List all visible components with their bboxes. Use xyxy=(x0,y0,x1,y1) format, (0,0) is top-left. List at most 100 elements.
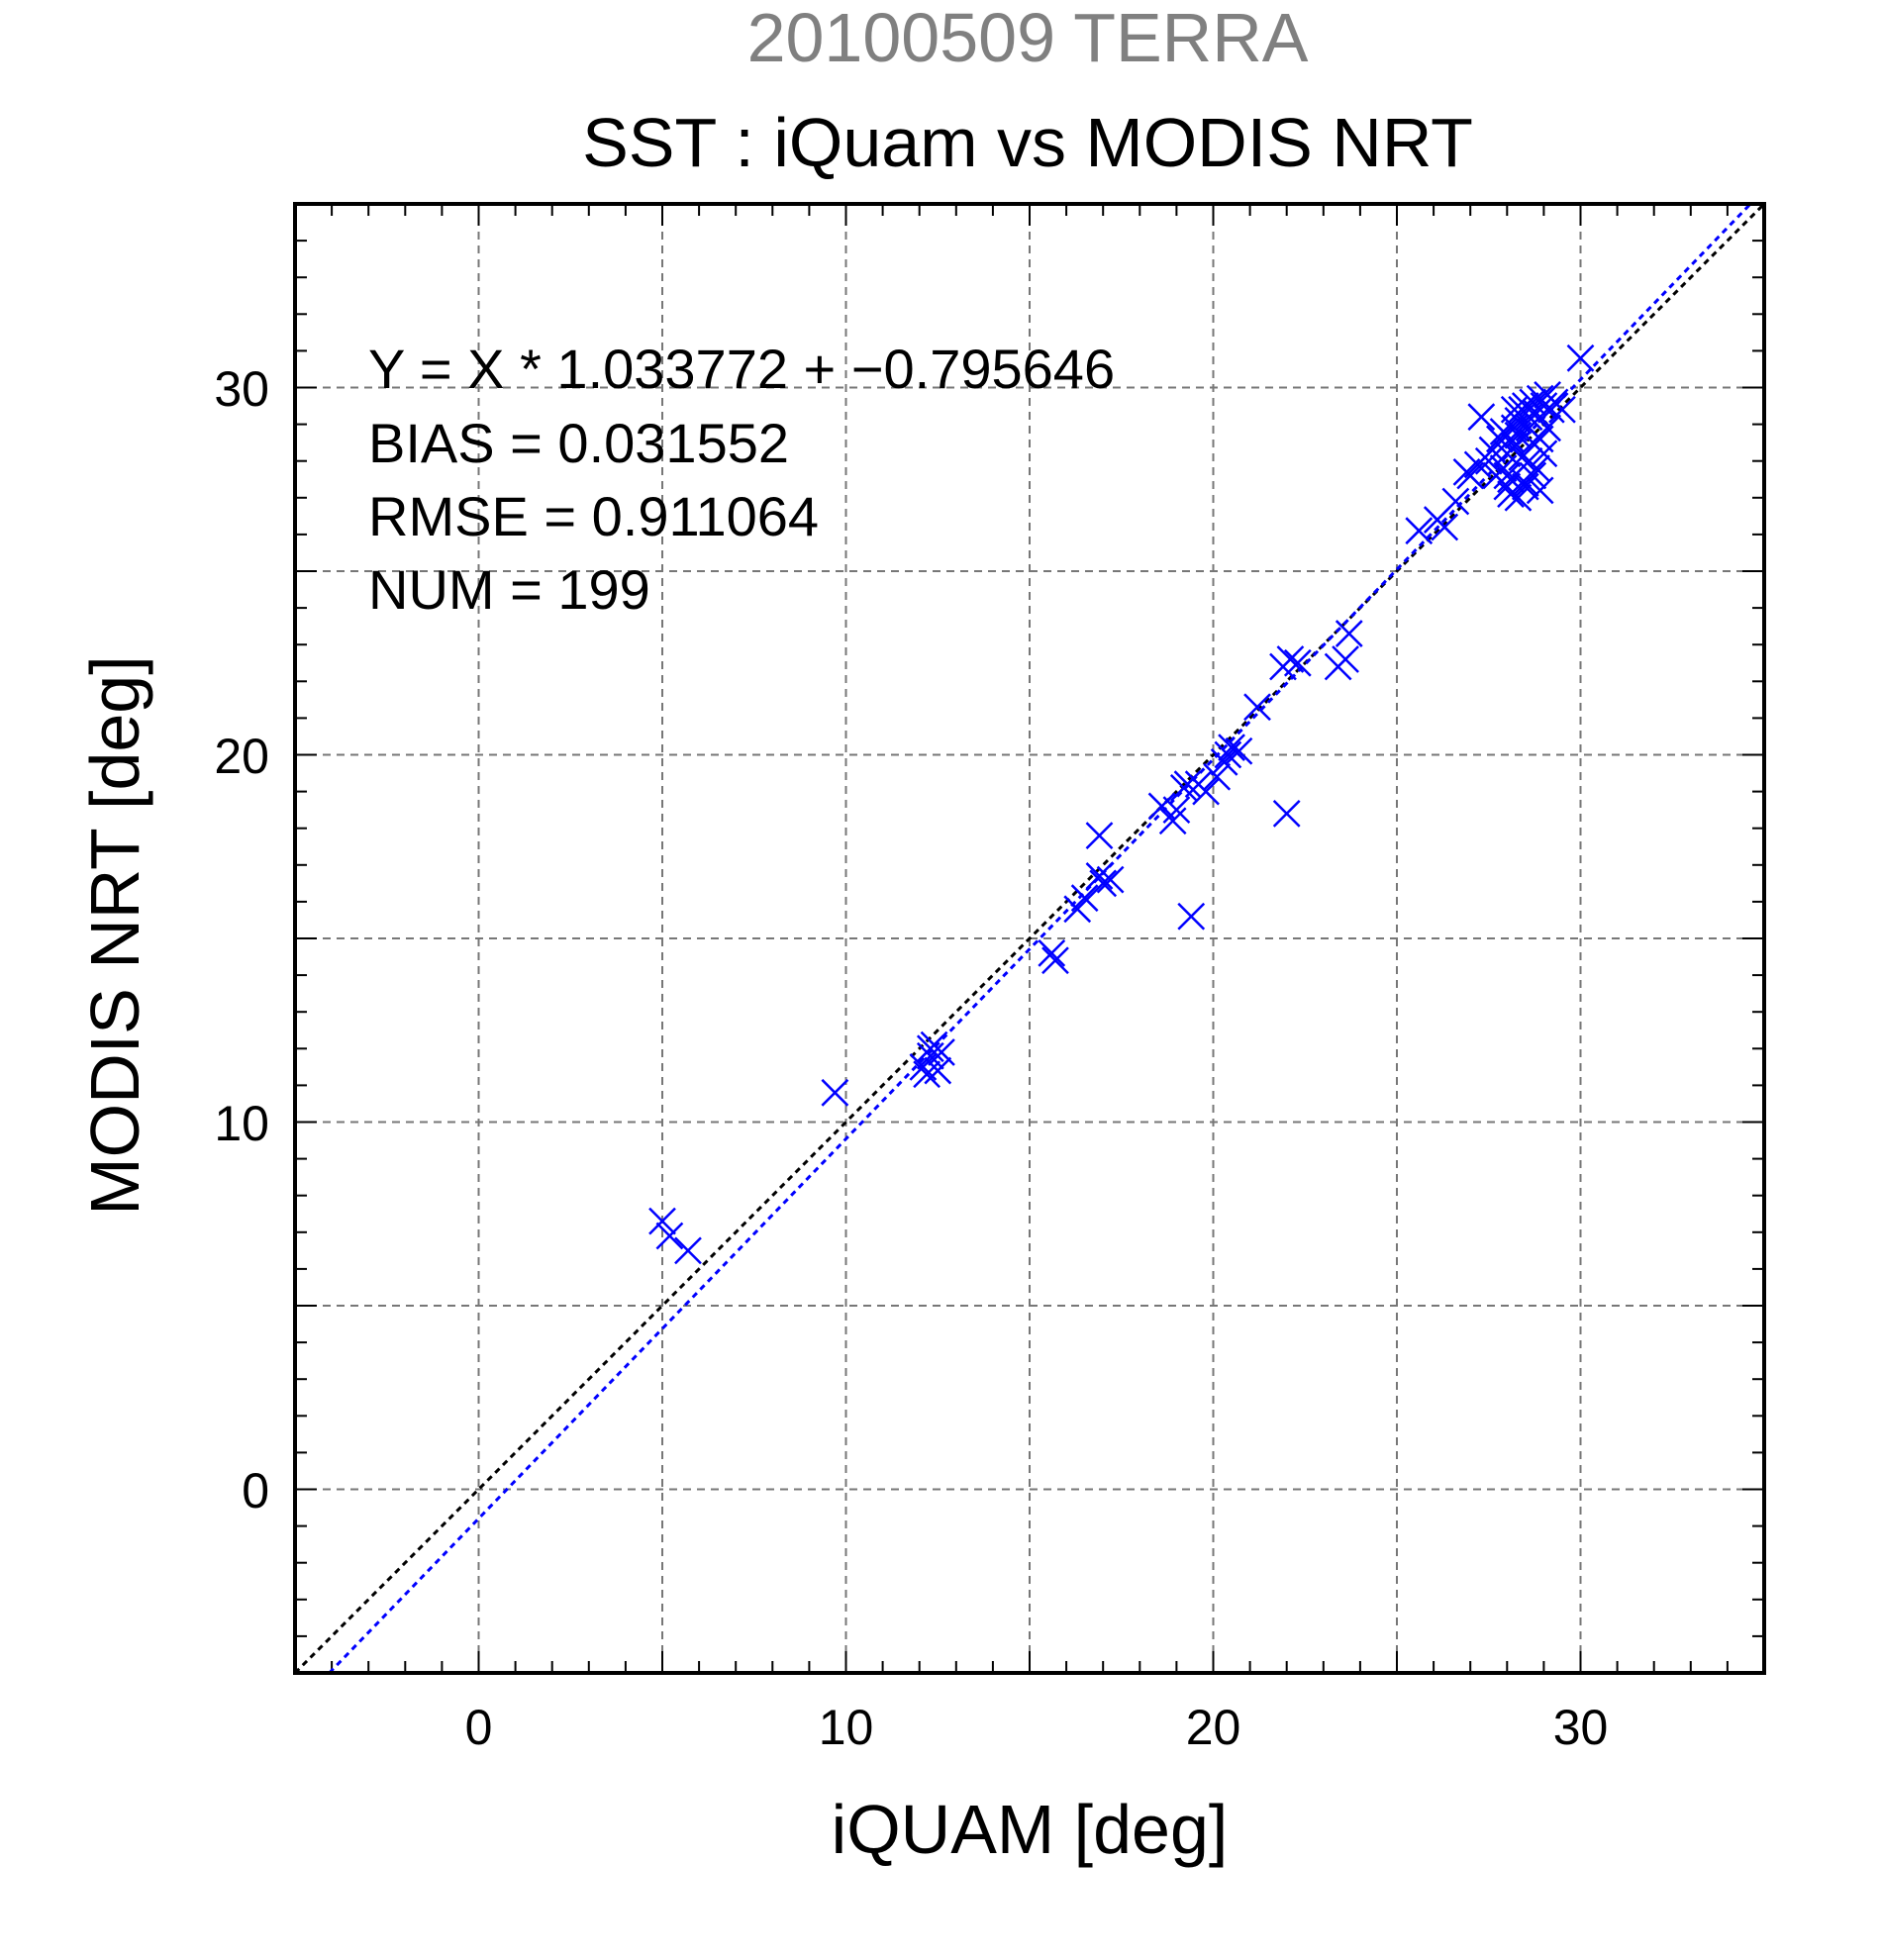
data-point-stroke xyxy=(1526,476,1554,505)
data-point xyxy=(1158,807,1187,835)
data-point-stroke xyxy=(1173,770,1202,799)
data-point xyxy=(1467,403,1496,432)
data-point xyxy=(1218,734,1245,761)
y-axis-title: MODIS NRT [deg] xyxy=(76,655,153,1215)
data-point xyxy=(928,1038,955,1066)
y-tick-label: 20 xyxy=(214,729,269,784)
data-point-stroke xyxy=(1431,513,1459,541)
data-point xyxy=(1038,938,1066,967)
data-point-stroke xyxy=(1405,517,1434,545)
data-point xyxy=(1192,777,1220,806)
data-point xyxy=(1243,693,1271,722)
data-point xyxy=(1566,343,1595,372)
data-point-stroke xyxy=(1441,487,1470,516)
data-point-stroke xyxy=(1519,388,1547,417)
data-point-stroke xyxy=(913,1060,941,1089)
data-point-stroke xyxy=(1177,902,1206,931)
identity-line xyxy=(293,202,1766,1675)
data-point-stroke xyxy=(674,1236,702,1265)
stat-equation: Y = X * 1.033772 + −0.795646 xyxy=(368,338,1115,400)
data-point xyxy=(1162,796,1191,825)
data-point xyxy=(1500,395,1529,424)
data-point xyxy=(1214,740,1242,769)
data-point-stroke xyxy=(1085,862,1114,890)
data-point xyxy=(913,1060,941,1089)
data-point xyxy=(1474,446,1503,475)
data-point-stroke xyxy=(916,1041,944,1070)
data-point-stroke xyxy=(1474,446,1503,475)
data-point xyxy=(1431,513,1459,541)
data-point xyxy=(1335,620,1363,647)
data-point-stroke xyxy=(1038,938,1066,967)
data-points xyxy=(648,343,1595,1265)
data-point xyxy=(1177,902,1206,931)
stats-box: Y = X * 1.033772 + −0.795646 BIAS = 0.03… xyxy=(368,338,1115,621)
y-tick-label: 10 xyxy=(214,1096,269,1151)
data-point-stroke xyxy=(1096,865,1125,894)
data-point-stroke xyxy=(1158,807,1187,835)
data-point-stroke xyxy=(924,1056,952,1085)
data-point-stroke xyxy=(928,1038,955,1066)
data-point-stroke xyxy=(648,1207,676,1235)
data-point xyxy=(1070,884,1099,913)
data-point-stroke xyxy=(1218,734,1245,761)
data-point-stroke xyxy=(1203,762,1232,791)
chart-subtitle: 20100509 TERRA xyxy=(747,0,1309,76)
data-point-stroke xyxy=(1243,693,1271,722)
data-point xyxy=(1089,869,1118,898)
x-tick-label: 20 xyxy=(1186,1700,1241,1755)
data-point-stroke xyxy=(821,1078,849,1107)
data-point-stroke xyxy=(1192,777,1220,806)
x-tick-label: 10 xyxy=(819,1700,874,1755)
data-point xyxy=(1173,770,1202,799)
data-point xyxy=(1096,865,1125,894)
data-point-stroke xyxy=(1548,395,1576,424)
data-point xyxy=(1536,395,1565,424)
data-point xyxy=(1548,395,1576,424)
data-point xyxy=(1203,762,1232,791)
data-point xyxy=(821,1078,849,1107)
data-point-stroke xyxy=(1497,480,1525,508)
data-point xyxy=(1519,388,1547,417)
data-point xyxy=(1332,645,1359,673)
data-point-stroke xyxy=(1530,440,1558,468)
data-point-stroke xyxy=(1272,799,1301,828)
data-point xyxy=(1405,517,1434,545)
data-point-stroke xyxy=(655,1222,684,1250)
data-point-stroke xyxy=(1332,645,1359,673)
data-point-stroke xyxy=(1162,796,1191,825)
data-point xyxy=(1526,476,1554,505)
data-point xyxy=(1085,862,1114,890)
data-point-stroke xyxy=(1041,946,1069,975)
data-point-stroke xyxy=(1497,465,1525,494)
data-point xyxy=(674,1236,702,1265)
data-point xyxy=(1530,440,1558,468)
data-point-stroke xyxy=(1070,884,1099,913)
data-point xyxy=(655,1222,684,1250)
x-axis-title: iQUAM [deg] xyxy=(832,1791,1229,1868)
data-point-stroke xyxy=(1335,620,1363,647)
data-point xyxy=(1276,645,1305,673)
x-tick-label: 30 xyxy=(1553,1700,1609,1755)
data-point-stroke xyxy=(1566,343,1595,372)
data-point xyxy=(1515,414,1543,442)
data-point-stroke xyxy=(916,1034,944,1063)
data-point-stroke xyxy=(1519,461,1547,490)
data-point-stroke xyxy=(1489,454,1518,483)
data-point xyxy=(1497,480,1525,508)
plot-frame xyxy=(293,202,1766,1675)
data-point xyxy=(1519,461,1547,490)
data-point-stroke xyxy=(1467,403,1496,432)
data-point xyxy=(916,1041,944,1070)
data-point-stroke xyxy=(1500,432,1529,460)
data-point xyxy=(648,1207,676,1235)
data-point-stroke xyxy=(1089,869,1118,898)
data-point-stroke xyxy=(1276,645,1305,673)
data-point xyxy=(1441,487,1470,516)
chart-title: SST : iQuam vs MODIS NRT xyxy=(582,104,1473,181)
data-point-stroke xyxy=(1214,740,1242,769)
data-point xyxy=(924,1056,952,1085)
data-point-stroke xyxy=(1210,748,1238,776)
y-tick-label: 0 xyxy=(242,1463,269,1519)
